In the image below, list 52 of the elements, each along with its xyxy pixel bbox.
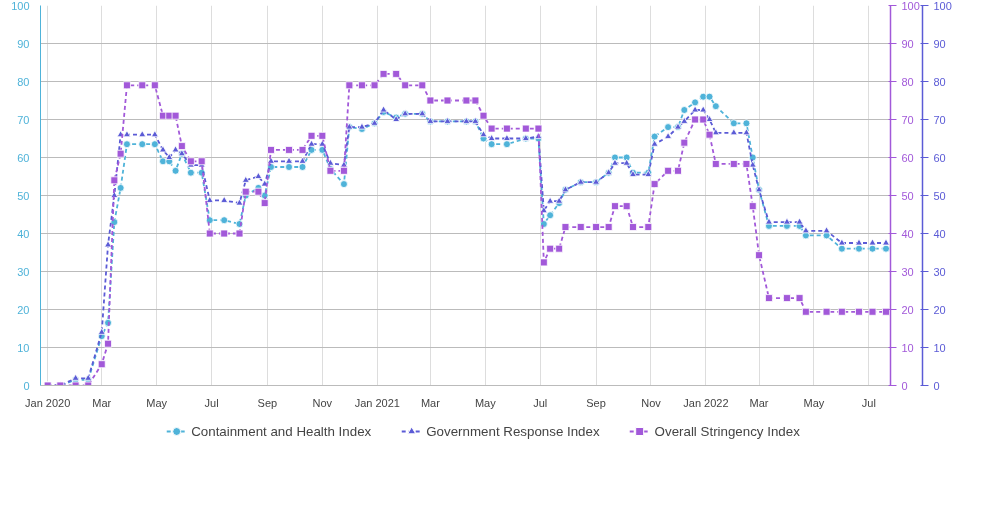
legend-label: Containment and Health Index (191, 423, 372, 439)
x-tick-label: May (803, 396, 825, 409)
x-tick-label: Jan 2020 (25, 396, 71, 409)
y3-tick-label: 80 (933, 75, 946, 88)
y2-tick-label: 40 (901, 227, 914, 240)
legend-label: Government Response Index (426, 423, 600, 439)
x-tick-label: May (146, 396, 168, 409)
x-tick-label: Mar (749, 396, 769, 409)
y2-tick-label: 100 (901, 0, 920, 12)
y-tick-label: 50 (17, 189, 30, 202)
x-tick-label: Nov (641, 396, 662, 409)
y2-tick-label: 0 (901, 379, 908, 392)
x-tick-label: Sep (586, 396, 606, 409)
x-tick-label: Jul (204, 396, 219, 409)
y3-tick-label: 60 (933, 151, 946, 164)
y2-tick-label: 20 (901, 303, 914, 316)
x-tick-label: Jul (533, 396, 548, 409)
y-tick-label: 90 (17, 37, 30, 50)
y-tick-label: 80 (17, 75, 30, 88)
y3-tick-label: 10 (933, 341, 946, 354)
y-tick-label: 10 (17, 341, 30, 354)
y2-tick-label: 50 (901, 189, 914, 202)
x-tick-label: Mar (420, 396, 441, 409)
y-tick-label: 20 (17, 303, 30, 316)
x-tick-label: Jan 2021 (354, 396, 400, 409)
y2-tick-label: 30 (901, 265, 914, 278)
y3-tick-label: 30 (933, 265, 946, 278)
y3-tick-label: 50 (933, 189, 946, 202)
y-tick-label: 100 (11, 0, 30, 12)
y-tick-label: 60 (17, 151, 30, 164)
y3-tick-label: 20 (933, 303, 946, 316)
x-tick-label: May (474, 396, 497, 409)
y2-tick-label: 10 (901, 341, 914, 354)
legend-label: Overall Stringency Index (654, 423, 800, 439)
y3-tick-label: 40 (933, 227, 946, 240)
y3-tick-label: 100 (933, 0, 952, 12)
y-tick-label: 30 (17, 265, 30, 278)
y-tick-label: 40 (17, 227, 30, 240)
y3-tick-label: 90 (933, 37, 946, 50)
y-tick-label: 70 (17, 113, 30, 126)
y2-tick-label: 70 (901, 113, 914, 126)
x-tick-label: Jul (861, 396, 876, 409)
x-tick-label: Mar (92, 396, 112, 409)
y2-tick-label: 90 (901, 37, 914, 50)
y-tick-label: 0 (23, 379, 30, 392)
y3-tick-label: 70 (933, 113, 946, 126)
y3-tick-label: 0 (933, 379, 940, 392)
y2-tick-label: 60 (901, 151, 914, 164)
y2-tick-label: 80 (901, 75, 914, 88)
x-tick-label: Sep (257, 396, 278, 409)
x-tick-label: Nov (312, 396, 333, 409)
x-tick-label: Jan 2022 (683, 396, 729, 409)
